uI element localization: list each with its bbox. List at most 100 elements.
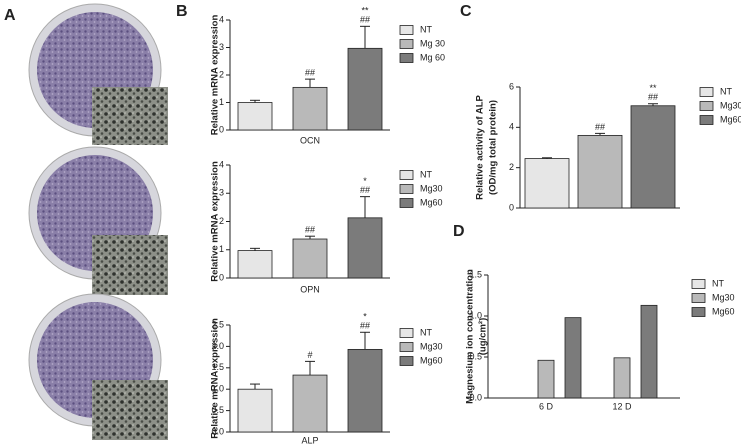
bar — [237, 250, 273, 279]
panel-label: A — [4, 7, 16, 24]
legend-swatch — [399, 328, 414, 338]
legend-swatch — [399, 170, 414, 180]
legend-swatch — [691, 279, 706, 289]
y-tick-label: 2.0 — [211, 341, 224, 351]
significance-label: * — [363, 176, 367, 186]
y-tick-label: 0 — [509, 202, 514, 212]
significance-label: * — [363, 312, 367, 322]
legend-swatch — [399, 53, 414, 63]
legend-swatch — [691, 307, 706, 317]
legend-label: Mg 30 — [420, 38, 445, 48]
bar — [524, 158, 570, 209]
bar — [237, 388, 273, 433]
significance-label: ## — [648, 92, 658, 102]
significance-label: ## — [595, 122, 605, 132]
bar — [347, 348, 383, 433]
y-axis-label: (OD/mg total protein) — [488, 100, 499, 195]
panel-label: B — [176, 3, 188, 20]
legend-swatch — [699, 115, 714, 125]
y-tick-label: 1.5 — [469, 269, 482, 279]
y-tick-label: 3 — [219, 42, 224, 52]
y-tick-label: 4 — [509, 122, 514, 132]
y-axis-label: Magnesium ion concentration — [465, 269, 476, 404]
legend-label: Mg60 — [720, 114, 741, 124]
y-tick-label: 1 — [219, 244, 224, 254]
y-tick-label: 2 — [219, 216, 224, 226]
legend-label: Mg30 — [420, 183, 443, 193]
bar — [292, 238, 328, 279]
legend-label: Mg30 — [712, 292, 735, 302]
y-tick-label: 0.5 — [469, 351, 482, 361]
bar — [347, 47, 383, 131]
legend-label: NT — [420, 24, 432, 34]
bar — [613, 357, 631, 399]
legend-swatch — [699, 101, 714, 111]
y-tick-label: 1.0 — [469, 310, 482, 320]
legend-swatch — [399, 184, 414, 194]
y-tick-label: 0.0 — [469, 392, 482, 402]
y-axis-label: (ug/cm²) — [478, 318, 489, 355]
bar — [577, 134, 623, 209]
legend-swatch — [399, 25, 414, 35]
y-tick-label: 2 — [509, 162, 514, 172]
legend-swatch — [699, 87, 714, 97]
y-tick-label: 0.5 — [211, 405, 224, 415]
bar — [292, 374, 328, 433]
y-tick-label: 2 — [219, 69, 224, 79]
significance-label: ** — [361, 6, 369, 16]
y-axis-label: Relative mRNA expression — [210, 318, 221, 439]
legend-swatch — [691, 293, 706, 303]
y-tick-label: 3 — [219, 188, 224, 198]
panel-label: C — [460, 3, 472, 20]
x-tick-label: 12 D — [612, 401, 632, 411]
y-axis-label: Relative mRNA expression — [210, 161, 221, 282]
y-tick-label: 0 — [219, 272, 224, 282]
culture-photos — [28, 3, 168, 440]
y-axis-label: Relative mRNA expression — [210, 15, 221, 136]
y-tick-label: 1.0 — [211, 384, 224, 394]
legend-label: NT — [420, 327, 432, 337]
significance-label: # — [307, 350, 312, 360]
x-tick-label: ALP — [301, 435, 318, 445]
legend-label: Mg 60 — [420, 52, 445, 62]
bar — [537, 359, 555, 399]
y-tick-label: 0.0 — [211, 426, 224, 436]
y-tick-label: 2.5 — [211, 319, 224, 329]
bar — [630, 105, 676, 209]
bar — [237, 102, 273, 131]
y-tick-label: 0 — [219, 124, 224, 134]
significance-label: ## — [360, 185, 370, 195]
bar — [640, 304, 658, 399]
significance-label: ## — [305, 68, 315, 78]
legend-label: NT — [720, 86, 732, 96]
y-tick-label: 1 — [219, 97, 224, 107]
legend-label: NT — [420, 169, 432, 179]
x-tick-label: OPN — [300, 284, 320, 294]
legend-swatch — [399, 342, 414, 352]
legend-swatch — [399, 356, 414, 366]
legend-label: NT — [712, 278, 724, 288]
y-axis-label: Relative activity of ALP — [475, 94, 486, 199]
bar — [347, 217, 383, 279]
y-tick-label: 1.5 — [211, 362, 224, 372]
bar — [292, 86, 328, 131]
legend-swatch — [399, 198, 414, 208]
x-tick-label: 6 D — [539, 401, 554, 411]
y-tick-label: 4 — [219, 14, 224, 24]
legend-label: Mg30 — [720, 100, 741, 110]
legend-label: Mg60 — [712, 306, 735, 316]
significance-label: ## — [360, 15, 370, 25]
significance-label: ## — [360, 321, 370, 331]
panel-label: D — [453, 223, 465, 240]
bar — [564, 317, 582, 399]
y-tick-label: 4 — [219, 159, 224, 169]
significance-label: ## — [305, 225, 315, 235]
significance-label: ** — [649, 83, 657, 93]
legend-label: Mg60 — [420, 197, 443, 207]
x-tick-label: OCN — [300, 135, 320, 145]
legend-label: Mg30 — [420, 341, 443, 351]
y-tick-label: 6 — [509, 81, 514, 91]
legend-swatch — [399, 39, 414, 49]
legend-label: Mg60 — [420, 355, 443, 365]
